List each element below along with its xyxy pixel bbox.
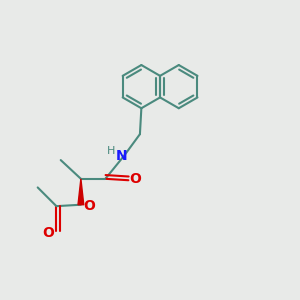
- Text: H: H: [107, 146, 115, 156]
- Text: O: O: [130, 172, 142, 186]
- Text: O: O: [42, 226, 54, 240]
- Text: O: O: [83, 199, 95, 213]
- Text: N: N: [116, 149, 127, 163]
- Polygon shape: [78, 179, 84, 205]
